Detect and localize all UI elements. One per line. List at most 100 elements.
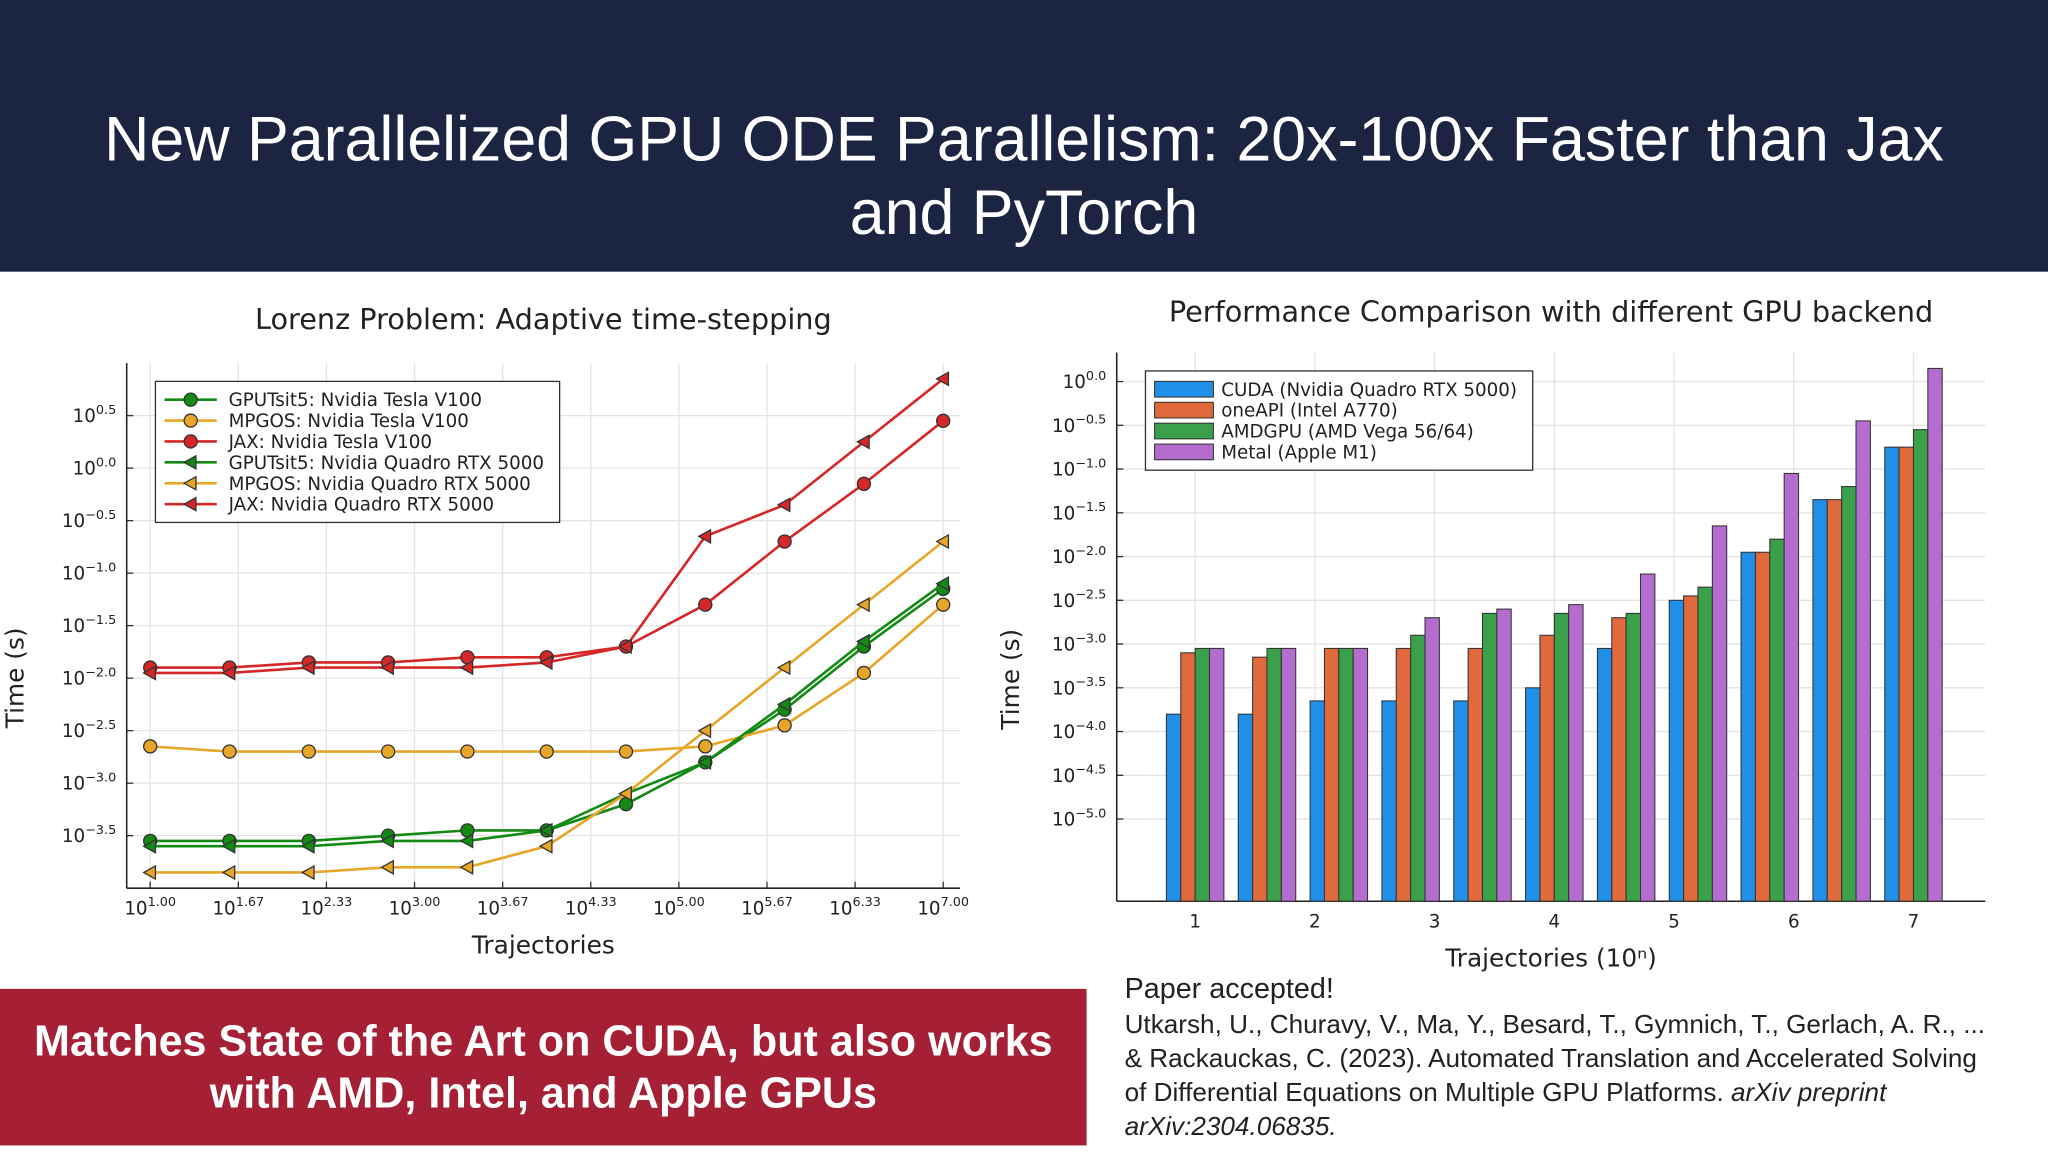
marker xyxy=(538,822,553,839)
bar xyxy=(1525,687,1541,902)
marker xyxy=(856,434,870,450)
bar xyxy=(1539,634,1555,902)
marker xyxy=(935,533,950,550)
marker xyxy=(697,754,712,770)
marker xyxy=(618,786,632,802)
x-tick-label: 3 xyxy=(1429,911,1441,932)
legend-swatch xyxy=(1154,443,1214,461)
bar xyxy=(1812,499,1828,902)
y-tick-label: 10−4.5 xyxy=(1052,763,1106,787)
legend-swatch xyxy=(1154,422,1214,440)
marker xyxy=(697,528,712,544)
marker xyxy=(618,744,634,759)
marker xyxy=(936,597,951,612)
legend-label: JAX: Nvidia Quadro RTX 5000 xyxy=(228,495,494,516)
legend-label: JAX: Nvidia Tesla V100 xyxy=(228,432,433,453)
bar xyxy=(1395,647,1412,902)
title-box: New Parallelized GPU ODE Parallelism: 20… xyxy=(104,106,1944,248)
bar xyxy=(1912,429,1929,902)
marker xyxy=(459,833,474,849)
bar xyxy=(1568,604,1584,902)
bar xyxy=(1237,713,1254,902)
y-tick-label: 10−2.5 xyxy=(1052,588,1106,612)
bar xyxy=(1826,499,1843,902)
legend: CUDA (Nvidia Quadro RTX 5000)oneAPI (Int… xyxy=(1144,370,1534,471)
x-tick-label: 1 xyxy=(1189,911,1201,932)
x-tick-label: 105.00 xyxy=(653,895,705,919)
marker xyxy=(183,413,198,428)
y-tick-label: 10−2.0 xyxy=(1052,544,1106,568)
bar xyxy=(1754,551,1771,902)
bar xyxy=(1252,656,1268,902)
legend-swatch xyxy=(1154,380,1214,398)
x-tick-label: 102.33 xyxy=(301,895,353,919)
marker xyxy=(222,744,237,759)
x-tick-label: 6 xyxy=(1788,911,1800,932)
marker xyxy=(182,496,197,512)
bar xyxy=(1884,446,1900,902)
marker xyxy=(221,838,236,854)
marker xyxy=(935,371,950,387)
chart: 100.5 100.0 10−0.5 10−1.0 10−1.5 10−2.0 10−2.5… xyxy=(1,302,970,959)
marker xyxy=(221,665,236,681)
marker xyxy=(935,576,950,592)
header-band xyxy=(0,0,2048,272)
marker xyxy=(776,659,791,676)
marker xyxy=(183,434,198,449)
x-tick-label: 103.67 xyxy=(477,895,529,919)
marker xyxy=(777,718,792,733)
legend-label: oneAPI (Intel A770) xyxy=(1221,401,1398,422)
bar xyxy=(1481,612,1498,902)
y-tick-label: 10−1.5 xyxy=(1052,500,1106,524)
bar xyxy=(1697,586,1713,902)
marker xyxy=(182,475,197,491)
x-axis-label: Trajectories xyxy=(471,930,615,959)
bar xyxy=(1639,573,1656,902)
marker xyxy=(698,597,713,612)
y-tick-label: 100.5 xyxy=(73,403,117,427)
citation: Paper accepted! Utkarsh, U., Churavy, V.… xyxy=(1125,969,1987,1144)
marker xyxy=(538,654,553,671)
bar xyxy=(1740,551,1756,902)
marker xyxy=(182,454,197,471)
citation-text: Utkarsh, U., Churavy, V., Ma, Y., Besard… xyxy=(1124,1010,1986,1108)
citation-heading: Paper accepted! xyxy=(1124,971,1334,1005)
x-tick-label: 101.00 xyxy=(124,895,176,919)
bar xyxy=(1711,525,1728,902)
bar xyxy=(1625,612,1642,902)
series-line xyxy=(150,582,944,848)
y-axis-label: Time (s) xyxy=(1,627,30,729)
marker xyxy=(380,859,394,875)
bar xyxy=(1553,612,1570,902)
y-tick-label: 10−0.5 xyxy=(62,508,116,532)
marker xyxy=(936,413,951,429)
y-tick-label: 10−2.5 xyxy=(62,718,116,742)
y-tick-label: 10−5.0 xyxy=(1052,806,1106,830)
bar xyxy=(1410,634,1426,902)
marker xyxy=(183,392,198,407)
marker xyxy=(539,744,554,759)
marker xyxy=(380,833,394,849)
bar xyxy=(1208,647,1225,902)
marker xyxy=(856,665,872,681)
x-tick-label: 7 xyxy=(1908,911,1920,932)
y-tick-label: 10−0.5 xyxy=(1052,413,1106,437)
bar xyxy=(1165,713,1182,902)
bar xyxy=(1309,700,1325,902)
marker xyxy=(856,597,870,613)
x-tick-label: 104.33 xyxy=(565,895,617,919)
legend-swatch xyxy=(1154,401,1214,419)
y-tick-label: 10−2.0 xyxy=(62,665,116,689)
bar xyxy=(1841,486,1857,902)
bar xyxy=(1180,652,1196,902)
bar xyxy=(1783,472,1800,902)
marker xyxy=(856,476,872,492)
y-tick-label: 10−3.5 xyxy=(62,823,116,847)
bar xyxy=(1596,647,1613,902)
bar xyxy=(1453,700,1469,902)
x-axis-label: Trajectories (10ⁿ) xyxy=(1444,944,1657,973)
marker xyxy=(856,633,870,649)
marker xyxy=(301,744,316,759)
banner: Matches State of the Art on CUDA, but al… xyxy=(0,988,1087,1146)
